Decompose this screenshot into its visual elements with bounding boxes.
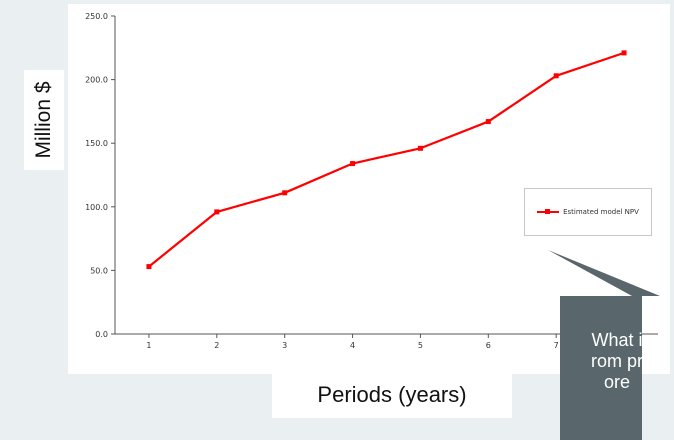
x-tick-label: 1 bbox=[146, 341, 151, 350]
callout-line-1: What i bbox=[591, 330, 643, 350]
callout-shape bbox=[548, 250, 660, 440]
data-point bbox=[350, 161, 356, 167]
y-tick-label: 50.0 bbox=[90, 266, 108, 275]
data-point bbox=[282, 190, 288, 196]
data-point bbox=[146, 264, 152, 270]
callout-line-3: ore bbox=[603, 372, 630, 392]
data-point bbox=[553, 73, 559, 79]
data-point bbox=[621, 50, 627, 56]
x-tick-label: 3 bbox=[282, 341, 287, 350]
y-axis-label: Million $ bbox=[24, 70, 64, 170]
legend-swatch bbox=[537, 209, 560, 214]
data-point bbox=[485, 119, 491, 125]
y-tick-label: 0.0 bbox=[95, 330, 108, 339]
x-tick-label: 2 bbox=[214, 341, 219, 350]
legend-label: Estimated model NPV bbox=[563, 208, 639, 216]
series-layer bbox=[146, 50, 627, 270]
x-axis-label-box: Periods (years) bbox=[272, 372, 512, 418]
x-axis-label: Periods (years) bbox=[317, 382, 467, 407]
y-tick-label: 250.0 bbox=[85, 12, 108, 21]
y-tick-label: 100.0 bbox=[85, 203, 108, 212]
y-tick-label: 200.0 bbox=[85, 76, 108, 85]
x-tick-label: 7 bbox=[554, 341, 559, 350]
series-line bbox=[148, 51, 625, 268]
legend: Estimated model NPV bbox=[524, 188, 652, 236]
data-point bbox=[417, 145, 423, 151]
x-tick-label: 4 bbox=[350, 341, 355, 350]
x-tick-label: 5 bbox=[418, 341, 423, 350]
callout-line-2: rom pr bbox=[590, 351, 643, 371]
x-tick-label: 6 bbox=[486, 341, 491, 350]
data-point bbox=[214, 209, 220, 215]
y-tick-label: 150.0 bbox=[85, 139, 108, 148]
callout-text: What i rom pr ore bbox=[560, 330, 674, 418]
